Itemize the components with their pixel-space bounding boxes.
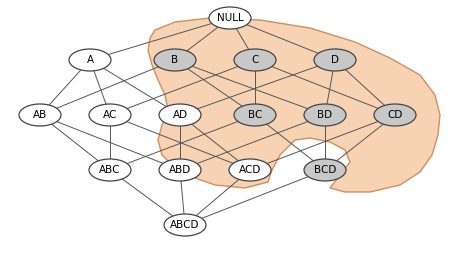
Text: D: D <box>331 55 339 65</box>
Text: A: A <box>86 55 93 65</box>
Text: NULL: NULL <box>217 13 243 23</box>
Ellipse shape <box>234 104 276 126</box>
Text: CD: CD <box>387 110 403 120</box>
Ellipse shape <box>374 104 416 126</box>
Text: BCD: BCD <box>314 165 336 175</box>
Ellipse shape <box>19 104 61 126</box>
Ellipse shape <box>304 104 346 126</box>
Text: ABCD: ABCD <box>170 220 200 230</box>
Ellipse shape <box>234 49 276 71</box>
Text: ABC: ABC <box>99 165 121 175</box>
Ellipse shape <box>89 159 131 181</box>
Ellipse shape <box>229 159 271 181</box>
Ellipse shape <box>154 49 196 71</box>
Ellipse shape <box>209 7 251 29</box>
Text: AB: AB <box>33 110 47 120</box>
Text: AC: AC <box>103 110 117 120</box>
Ellipse shape <box>159 159 201 181</box>
Polygon shape <box>148 18 440 192</box>
Text: BC: BC <box>248 110 262 120</box>
Text: BD: BD <box>318 110 332 120</box>
Ellipse shape <box>164 214 206 236</box>
Ellipse shape <box>159 104 201 126</box>
Text: AD: AD <box>173 110 187 120</box>
Text: C: C <box>251 55 259 65</box>
Text: ACD: ACD <box>239 165 261 175</box>
Ellipse shape <box>314 49 356 71</box>
Ellipse shape <box>89 104 131 126</box>
Text: B: B <box>172 55 179 65</box>
Text: ABD: ABD <box>169 165 191 175</box>
Ellipse shape <box>304 159 346 181</box>
Ellipse shape <box>69 49 111 71</box>
